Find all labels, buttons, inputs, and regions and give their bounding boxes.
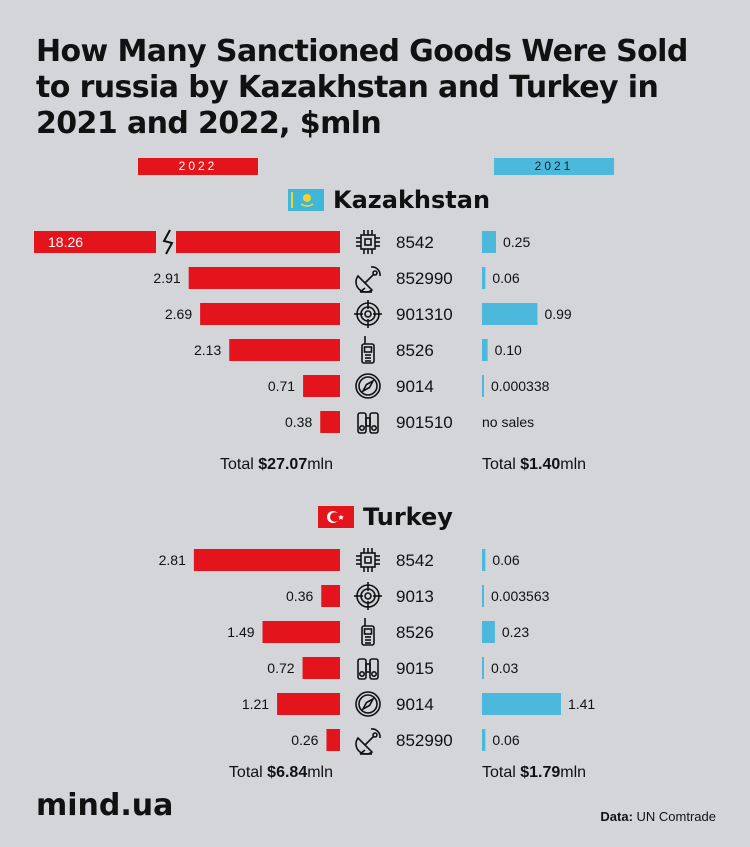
tr-label-2021-852990: 0.06 <box>492 732 519 748</box>
tr-bar-2022-9013 <box>321 585 340 607</box>
turkey-total-2022: Total $6.84mln <box>228 764 333 781</box>
tr-label-2022-9014: 1.21 <box>242 696 269 712</box>
compass-icon <box>355 691 381 717</box>
binoculars-icon <box>357 412 379 434</box>
tr-bar-2022-8542 <box>193 549 340 571</box>
crosshair-icon <box>354 300 382 328</box>
kz-label-2021-8526: 0.10 <box>495 342 522 358</box>
kz-category-8542: 8542 <box>396 233 434 252</box>
kazakhstan-total-2021: Total $1.40mln <box>482 456 587 473</box>
kz-category-852990: 852990 <box>396 269 453 288</box>
kz-label-2021-901310: 0.99 <box>544 306 571 322</box>
kz-bar-2021-901310 <box>482 303 538 325</box>
turkey-header: Turkey <box>318 503 453 531</box>
tr-label-2022-9013: 0.36 <box>286 588 313 604</box>
turkey-total-2021: Total $1.79mln <box>482 764 587 781</box>
kazakhstan-title: Kazakhstan <box>333 186 491 214</box>
crosshair-icon <box>354 582 382 610</box>
tr-label-2021-9013: 0.003563 <box>491 588 550 604</box>
kz-bar-2022-8542 <box>34 231 340 253</box>
kz-label-2021-8542: 0.25 <box>503 234 530 250</box>
tr-label-2022-8542: 2.81 <box>159 552 186 568</box>
kz-label-2021-852990: 0.06 <box>492 270 519 286</box>
tr-bar-2021-9015 <box>482 657 484 679</box>
kz-bar-2022-9014 <box>303 375 340 397</box>
turkey-title: Turkey <box>363 503 453 531</box>
tr-category-852990: 852990 <box>396 731 453 750</box>
kz-label-2021-9014: 0.000338 <box>491 378 550 394</box>
kz-category-901310: 901310 <box>396 305 453 324</box>
kz-bar-2022-901310 <box>200 303 340 325</box>
chip-icon <box>356 548 380 572</box>
chip-icon <box>356 230 380 254</box>
kz-category-9014: 9014 <box>396 377 434 396</box>
kz-bar-2021-9014 <box>482 375 484 397</box>
mind-ua-logo: mind.ua <box>36 788 174 823</box>
satellite-dish-icon <box>355 266 381 293</box>
tr-label-2021-9015: 0.03 <box>491 660 518 676</box>
kz-bar-2022-901510 <box>320 411 340 433</box>
tr-category-9014: 9014 <box>396 695 434 714</box>
kz-category-8526: 8526 <box>396 341 434 360</box>
tr-bar-2022-852990 <box>326 729 340 751</box>
kazakhstan-total-2022: Total $27.07mln <box>220 456 333 473</box>
tr-bar-2022-9015 <box>302 657 340 679</box>
tr-category-9015: 9015 <box>396 659 434 678</box>
kz-label-2022-8542: 18.26 <box>48 234 83 250</box>
tr-category-8526: 8526 <box>396 623 434 642</box>
legend-2022: 2022 <box>138 158 258 175</box>
tr-bar-2021-8526 <box>482 621 495 643</box>
tr-label-2022-852990: 0.26 <box>291 732 318 748</box>
kz-label-2022-8526: 2.13 <box>194 342 221 358</box>
kazakhstan-header: Kazakhstan <box>288 186 490 214</box>
tr-label-2021-8526: 0.23 <box>502 624 529 640</box>
tr-category-9013: 9013 <box>396 587 434 606</box>
kz-label-2022-852990: 2.91 <box>153 270 180 286</box>
legend-2021: 2021 <box>494 158 614 175</box>
kz-category-901510: 901510 <box>396 413 453 432</box>
kz-bar-2021-852990 <box>482 267 486 289</box>
tr-bar-2022-9014 <box>277 693 340 715</box>
kz-label-2021-901510: no sales <box>482 414 534 430</box>
tr-label-2021-9014: 1.41 <box>568 696 595 712</box>
kz-bar-2021-8542 <box>482 231 496 253</box>
kz-bar-2021-8526 <box>482 339 488 361</box>
kz-label-2022-901310: 2.69 <box>165 306 192 322</box>
walkie-talkie-icon <box>361 336 375 364</box>
tr-bar-2021-9014 <box>482 693 561 715</box>
walkie-talkie-icon <box>361 618 375 646</box>
turkey-flag-icon <box>318 506 354 528</box>
data-source: Data: UN Comtrade <box>600 809 716 824</box>
compass-icon <box>355 373 381 399</box>
tr-label-2021-8542: 0.06 <box>492 552 519 568</box>
kz-bar-2022-852990 <box>188 267 340 289</box>
kz-axis-break-mark <box>162 229 174 255</box>
satellite-dish-icon <box>355 728 381 755</box>
tr-bar-2021-8542 <box>482 549 486 571</box>
tr-bar-2021-852990 <box>482 729 486 751</box>
tr-bar-2021-9013 <box>482 585 484 607</box>
tr-label-2022-8526: 1.49 <box>227 624 254 640</box>
kz-label-2022-901510: 0.38 <box>285 414 312 430</box>
tr-bar-2022-8526 <box>262 621 340 643</box>
kazakhstan-flag-icon <box>288 189 324 211</box>
tr-category-8542: 8542 <box>396 551 434 570</box>
chart-title: How Many Sanctioned Goods Were Sold to r… <box>36 34 688 141</box>
kz-bar-2022-8526 <box>229 339 340 361</box>
tr-label-2022-9015: 0.72 <box>267 660 294 676</box>
binoculars-icon <box>357 658 379 680</box>
kz-label-2022-9014: 0.71 <box>268 378 295 394</box>
